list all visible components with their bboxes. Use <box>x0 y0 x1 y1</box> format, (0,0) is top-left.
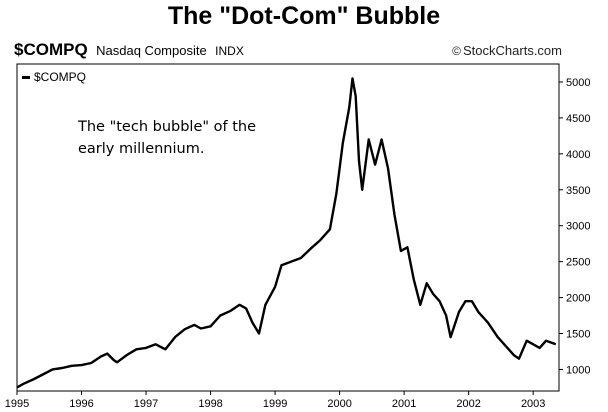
x-tick-label: 1998 <box>198 398 222 410</box>
chart-title: The "Dot-Com" Bubble <box>167 2 441 30</box>
y-tick-label: 2000 <box>566 293 590 305</box>
x-tick-label: 1995 <box>5 398 29 410</box>
annotation-line-2: early millennium. <box>78 141 205 157</box>
x-tick-label: 2000 <box>327 398 351 410</box>
source-credit[interactable]: © StockCharts.com <box>452 43 562 58</box>
y-tick-label: 4500 <box>566 113 590 125</box>
plot-frame <box>16 63 560 392</box>
y-tick-label: 3000 <box>566 221 590 233</box>
y-tick-label: 4000 <box>566 149 590 161</box>
x-tick-label: 1999 <box>263 398 287 410</box>
copyright-icon: © <box>452 44 462 58</box>
x-tick-label: 2001 <box>392 398 416 410</box>
chart-header: $COMPQ Nasdaq Composite INDX © StockChart… <box>14 40 562 62</box>
annotation-line-1: The "tech bubble" of the <box>78 119 257 135</box>
x-tick-label: 2003 <box>521 398 545 410</box>
y-tick-label: 2500 <box>566 257 590 269</box>
chart-annotation: The "tech bubble" of the early millenniu… <box>78 116 308 160</box>
y-tick-label: 5000 <box>566 77 590 89</box>
x-tick-label: 1997 <box>134 398 158 410</box>
y-tick-label: 1000 <box>566 364 590 376</box>
x-tick-label: 2002 <box>456 398 480 410</box>
legend-swatch <box>22 76 30 80</box>
index-name: Nasdaq Composite <box>96 43 207 58</box>
exchange-label: INDX <box>215 44 244 58</box>
source-text: StockCharts.com <box>463 43 562 58</box>
y-tick-label: 1500 <box>566 329 590 341</box>
x-tick-label: 1996 <box>69 398 93 410</box>
chart-legend: $COMPQ <box>22 70 86 84</box>
series-line <box>16 77 557 389</box>
ticker-symbol: $COMPQ <box>14 40 88 59</box>
legend-label: $COMPQ <box>34 70 87 84</box>
y-tick-label: 3500 <box>566 185 590 197</box>
